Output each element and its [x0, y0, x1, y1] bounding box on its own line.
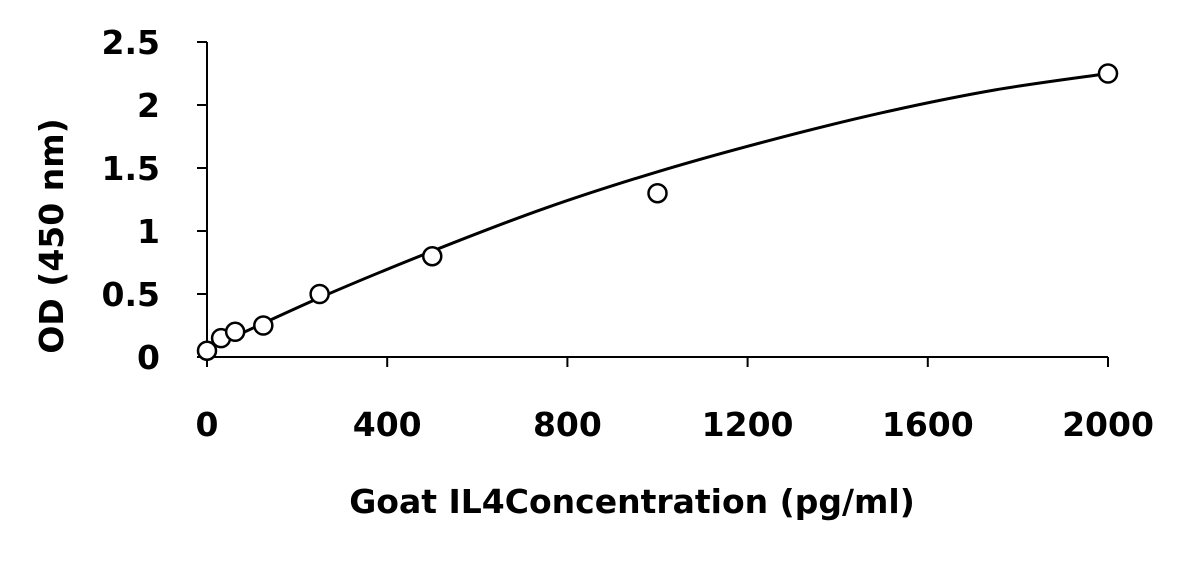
data-point — [196, 340, 218, 361]
fitted-curve-layer — [206, 72, 1109, 351]
x-axis-title: Goat IL4Concentration (pg/ml) — [349, 482, 915, 521]
x-tick-label: 800 — [533, 405, 602, 444]
data-point — [1097, 63, 1119, 84]
fitted-curve — [206, 72, 1109, 351]
x-tick-label: 1200 — [702, 405, 794, 444]
x-tick-label: 1600 — [882, 405, 974, 444]
y-axis-title: OD (450 nm) — [32, 118, 71, 353]
data-point — [422, 245, 443, 267]
y-tick-label: 0.5 — [102, 275, 160, 314]
data-point — [224, 321, 246, 343]
axes — [197, 41, 1109, 367]
data-point — [309, 283, 330, 305]
x-tick-label: 0 — [196, 405, 219, 444]
x-tick-label: 400 — [353, 405, 422, 444]
y-tick-label: 2.5 — [102, 23, 160, 62]
tick-labels-layer: 0 0.5 1 1.5 2 2.5 0 400 800 1200 1600 2000 — [102, 23, 1154, 444]
y-tick-label: 1 — [137, 212, 160, 251]
y-tick-label: 0 — [137, 338, 160, 377]
x-tick-label: 2000 — [1062, 405, 1154, 444]
data-point — [647, 182, 668, 204]
y-tick-label: 2 — [137, 86, 160, 125]
data-point — [253, 315, 274, 336]
y-tick-label: 1.5 — [102, 149, 160, 188]
data-points-layer — [196, 63, 1119, 361]
